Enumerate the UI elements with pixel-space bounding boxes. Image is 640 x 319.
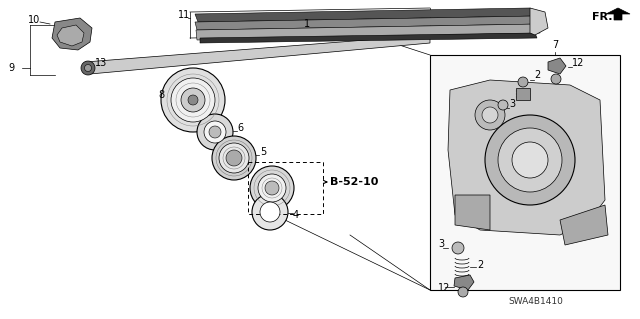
Circle shape (260, 202, 280, 222)
Circle shape (452, 242, 464, 254)
Circle shape (161, 68, 225, 132)
Circle shape (258, 174, 286, 202)
Text: 9: 9 (8, 63, 14, 73)
Text: 12: 12 (572, 58, 584, 68)
Circle shape (458, 287, 468, 297)
Text: 7: 7 (552, 40, 558, 50)
Polygon shape (606, 8, 630, 20)
Text: B-52-10: B-52-10 (330, 177, 378, 187)
Text: 4: 4 (293, 210, 299, 220)
Text: 6: 6 (237, 123, 243, 133)
Circle shape (204, 121, 226, 143)
Polygon shape (530, 8, 548, 35)
Polygon shape (454, 275, 474, 290)
Text: 11: 11 (178, 10, 190, 20)
Circle shape (81, 61, 95, 75)
Circle shape (252, 194, 288, 230)
Circle shape (518, 77, 528, 87)
Text: 1: 1 (304, 19, 310, 29)
Polygon shape (430, 55, 620, 290)
Text: 2: 2 (534, 70, 540, 80)
Circle shape (181, 88, 205, 112)
Circle shape (475, 100, 505, 130)
Polygon shape (195, 8, 535, 22)
Polygon shape (560, 205, 608, 245)
Text: 12: 12 (438, 283, 451, 293)
Circle shape (171, 78, 215, 122)
Circle shape (197, 114, 233, 150)
Polygon shape (85, 35, 430, 74)
Polygon shape (195, 16, 538, 30)
Polygon shape (52, 18, 92, 50)
Polygon shape (516, 88, 530, 100)
Circle shape (551, 74, 561, 84)
Circle shape (498, 100, 508, 110)
Circle shape (209, 126, 221, 138)
Polygon shape (548, 58, 566, 74)
Circle shape (498, 128, 562, 192)
Circle shape (482, 107, 498, 123)
Circle shape (512, 142, 548, 178)
Text: 10: 10 (28, 15, 40, 25)
Text: 3: 3 (438, 239, 444, 249)
Circle shape (219, 143, 249, 173)
Circle shape (212, 136, 256, 180)
Polygon shape (57, 25, 84, 46)
Circle shape (250, 166, 294, 210)
Polygon shape (196, 24, 540, 40)
Text: 13: 13 (95, 58, 108, 68)
Text: 8: 8 (158, 90, 164, 100)
Circle shape (485, 115, 575, 205)
Text: 3: 3 (509, 99, 515, 109)
Polygon shape (448, 80, 605, 235)
Text: SWA4B1410: SWA4B1410 (508, 298, 563, 307)
Circle shape (188, 95, 198, 105)
Circle shape (226, 150, 242, 166)
Text: 2: 2 (477, 260, 483, 270)
Text: FR.: FR. (592, 12, 612, 22)
Polygon shape (200, 33, 537, 43)
Circle shape (84, 64, 92, 71)
Text: 5: 5 (260, 147, 266, 157)
Polygon shape (455, 195, 490, 230)
Circle shape (265, 181, 279, 195)
